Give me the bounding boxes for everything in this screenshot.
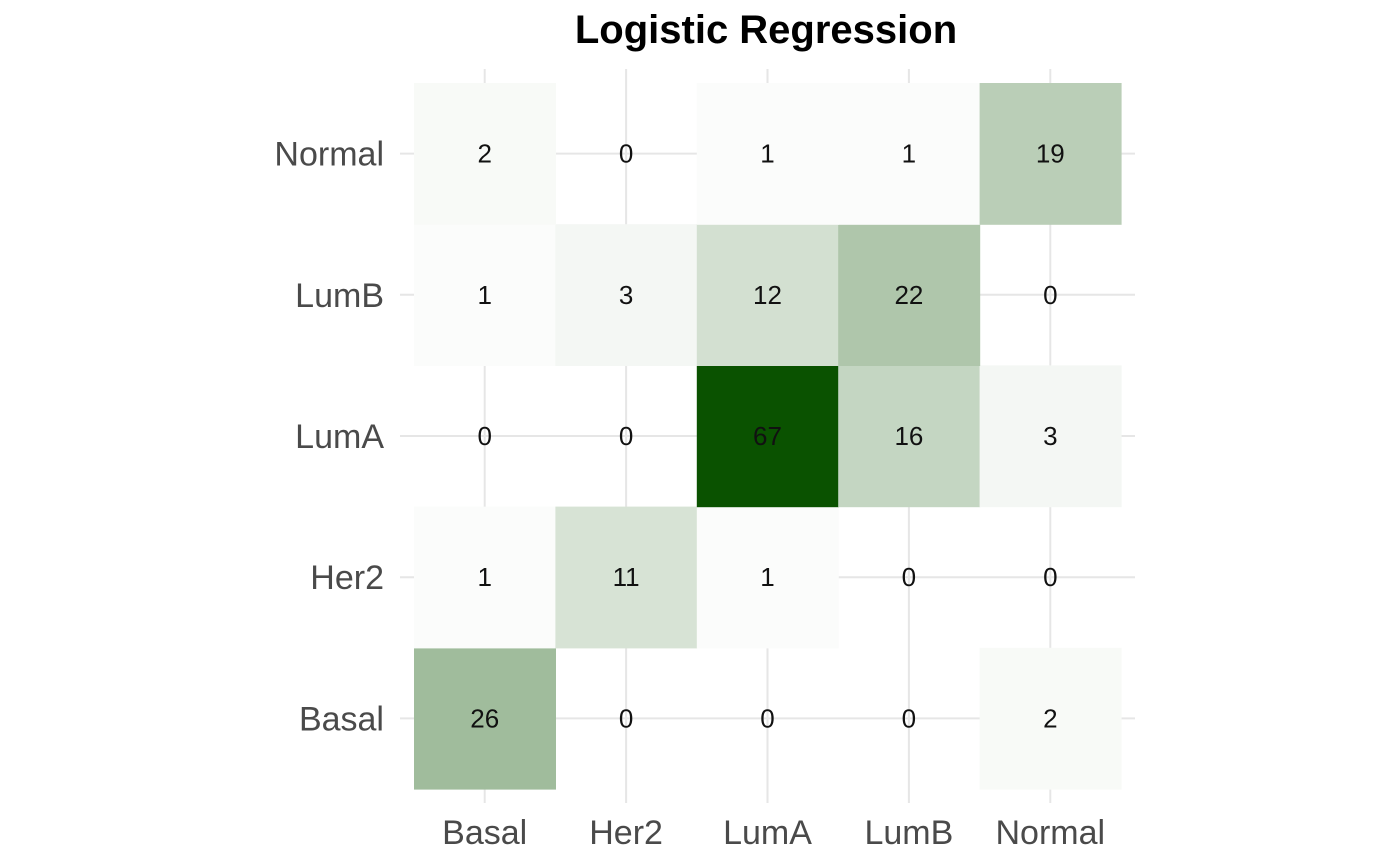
chart-title: Logistic Regression [574, 8, 958, 52]
cell-value-label: 0 [619, 703, 633, 733]
cell-value-label: 3 [1043, 421, 1057, 451]
heatmap-cell [414, 647, 556, 790]
heatmap-cell [696, 506, 839, 649]
cell-value-label: 0 [619, 421, 633, 451]
y-tick-label: LumA [295, 418, 384, 456]
y-axis: Basal Her2 LumA LumB Normal [274, 136, 384, 739]
cell-value-label: 0 [619, 139, 633, 169]
heatmap-cell [979, 647, 1122, 790]
heatmap-cell [555, 506, 698, 649]
cell-value-label: 2 [477, 139, 491, 169]
x-tick-label: LumB [864, 814, 953, 852]
heatmap-cell [696, 83, 839, 225]
heatmap-cell [696, 224, 839, 366]
cell-value-label: 16 [894, 421, 923, 451]
cell-value-label: 0 [1043, 562, 1057, 592]
heatmap-cell [555, 224, 698, 366]
heatmap-cell [838, 83, 981, 225]
cell-value-label: 1 [760, 562, 774, 592]
x-tick-label: LumA [723, 814, 812, 852]
cell-value-label: 3 [619, 280, 633, 310]
cell-value-label: 11 [613, 562, 640, 592]
cell-value-label: 0 [1043, 280, 1057, 310]
heatmap-cell [838, 365, 981, 508]
heatmap-cell [838, 224, 981, 366]
cell-value-label: 1 [477, 562, 491, 592]
cell-value-label: 19 [1036, 139, 1065, 169]
heatmap-cell [979, 365, 1122, 508]
x-tick-label: Normal [996, 814, 1106, 852]
cell-value-label: 67 [753, 421, 782, 451]
cell-value-label: 0 [760, 703, 774, 733]
y-tick-label: LumB [295, 277, 384, 315]
cell-value-label: 22 [894, 280, 923, 310]
x-tick-label: Basal [442, 814, 527, 852]
cell-value-label: 1 [902, 139, 916, 169]
cell-value-label: 1 [477, 280, 491, 310]
y-tick-label: Her2 [310, 559, 384, 597]
heatmap-cell [979, 83, 1122, 225]
cell-value-label: 0 [902, 562, 916, 592]
cell-value-label: 2 [1043, 703, 1057, 733]
y-tick-label: Normal [274, 136, 384, 174]
heatmap-cell [696, 365, 839, 508]
cell-value-labels: 26 0 0 0 21 11 1 0 00 0 67 16 31 3 12 22 02 0 1 1 19 [470, 139, 1065, 734]
cell-value-label: 26 [470, 703, 499, 733]
heatmap-cells [414, 83, 1122, 790]
cell-value-label: 0 [902, 703, 916, 733]
x-tick-label: Her2 [589, 814, 663, 852]
heatmap-cell [414, 224, 556, 366]
cell-value-label: 0 [477, 421, 491, 451]
x-axis: Basal Her2 LumA LumB Normal [442, 814, 1105, 852]
heatmap-cell [414, 83, 556, 225]
cell-value-label: 12 [753, 280, 782, 310]
heatmap-cell [414, 506, 556, 649]
cell-value-label: 1 [760, 139, 774, 169]
y-tick-label: Basal [299, 700, 384, 738]
